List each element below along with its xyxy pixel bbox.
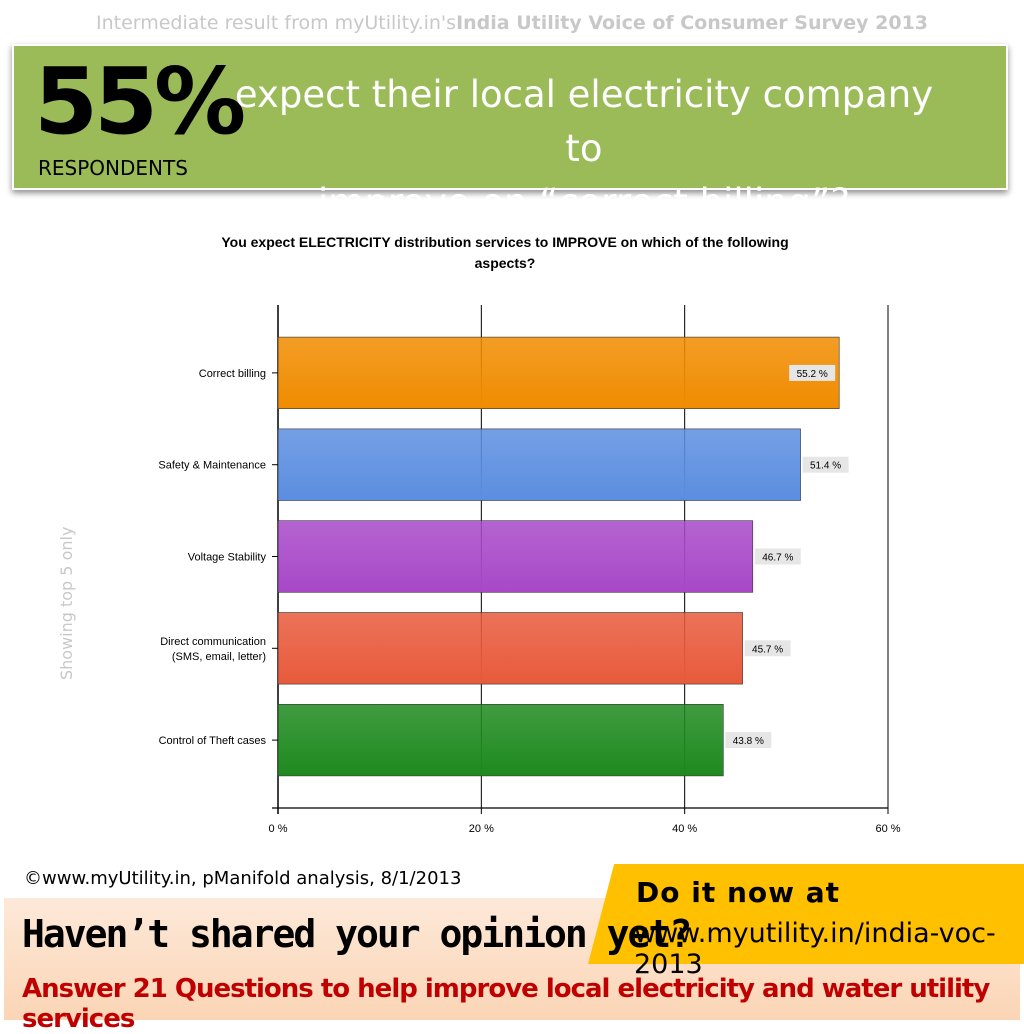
x-tick-label: 40 %	[672, 823, 697, 835]
data-label-bg	[744, 640, 791, 657]
banner-headline-line1: expect their local electricity company t…	[234, 73, 934, 170]
survey-caption: Intermediate result from myUtility.in'sI…	[0, 12, 1024, 34]
bar-chart: You expect ELECTRICITY distribution serv…	[57, 234, 901, 835]
side-note: Showing top 5 only	[57, 527, 76, 680]
chart-title-line2: aspects?	[475, 255, 536, 271]
big-percent: 55%	[34, 48, 246, 155]
chart-title-line1: You expect ELECTRICITY distribution serv…	[221, 234, 788, 250]
category-label: Safety & Maintenance	[158, 460, 266, 472]
survey-caption-title: India Utility Voice of Consumer Survey 2…	[456, 12, 929, 34]
category-label: Voltage Stability	[188, 552, 267, 564]
category-label: Direct communication	[160, 636, 266, 648]
respondents-label: RESPONDENTS	[38, 156, 188, 180]
data-label: 55.2 %	[797, 369, 828, 380]
cta-heading: Haven’t shared your opinion yet?	[22, 912, 692, 956]
source-credit: ©www.myUtility.in, pManifold analysis, 8…	[24, 868, 462, 889]
do-it-now-label: Do it now at	[636, 876, 841, 909]
bar	[277, 336, 840, 410]
footer-callout	[588, 864, 1024, 964]
survey-caption-prefix: Intermediate result from myUtility.in's	[95, 12, 457, 34]
data-label: 46.7 %	[762, 553, 793, 564]
category-label: Correct billing	[199, 368, 266, 380]
headline-banner: 55% RESPONDENTS expect their local elect…	[12, 44, 1008, 224]
answer-prompt: Answer 21 Questions to help improve loca…	[22, 974, 990, 1034]
category-label: Control of Theft cases	[159, 735, 267, 747]
banner-headline: expect their local electricity company t…	[234, 68, 934, 230]
data-label-bg	[802, 456, 849, 473]
category-label: (SMS, email, letter)	[172, 651, 266, 663]
x-tick-label: 0 %	[269, 823, 288, 835]
data-label: 45.7 %	[752, 644, 783, 655]
data-label-bg	[725, 732, 772, 749]
survey-link[interactable]: www.myutility.in/india-voc-2013	[634, 918, 996, 980]
bar	[277, 612, 743, 685]
data-label: 51.4 %	[810, 461, 841, 472]
x-tick-label: 60 %	[875, 823, 900, 835]
data-label: 43.8 %	[733, 736, 764, 747]
bar	[277, 520, 754, 593]
bar	[277, 428, 801, 501]
data-label-bg	[789, 364, 836, 381]
x-tick-label: 20 %	[469, 823, 494, 835]
data-label-bg	[754, 548, 801, 565]
bar	[277, 703, 724, 777]
banner-headline-line2: improve on “correct billing”?	[318, 181, 850, 224]
